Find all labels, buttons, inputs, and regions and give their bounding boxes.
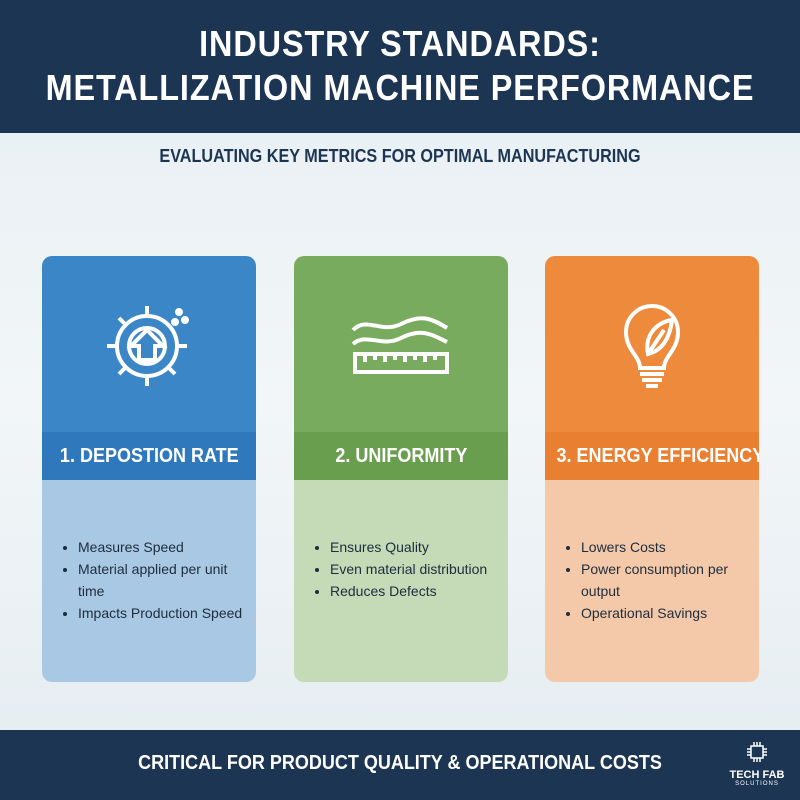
logo-name: TECH FAB [729,769,785,781]
logo: TECH FAB SOLUTIONS [722,740,792,787]
bullet: Lowers Costs [581,536,759,558]
footer-text: CRITICAL FOR PRODUCT QUALITY & OPERATION… [138,752,662,774]
card-bottom: Lowers Costs Power consumption per outpu… [545,480,759,682]
card: 3. ENERGY EFFICIENCY Lowers Costs Power … [545,256,759,682]
card-top [294,256,508,432]
bullet-list: Lowers Costs Power consumption per outpu… [545,536,759,624]
bullet: Impacts Production Speed [78,602,256,624]
bullet: Measures Speed [78,536,256,558]
card-bottom: Ensures Quality Even material distributi… [294,480,508,682]
gear-icon [107,306,189,386]
card-title: 2. UNIFORMITY [334,445,467,467]
card: 2. UNIFORMITY Ensures Quality Even mater… [294,256,508,682]
title-line: INDUSTRY STANDARDS: [199,23,601,64]
bullet: Material applied per unit time [78,558,256,602]
logo-sub: SOLUTIONS [735,781,779,787]
card-top [545,256,759,432]
bullet: Ensures Quality [330,536,508,558]
layers-icon [351,316,449,374]
card-title: 1. DEPOSTION RATE [59,445,239,467]
header: INDUSTRY STANDARDS: METALLIZATION MACHIN… [0,0,800,133]
bullet-list: Measures Speed Material applied per unit… [42,536,256,624]
card-top [42,256,256,432]
bullet: Power consumption per output [581,558,759,602]
footer: CRITICAL FOR PRODUCT QUALITY & OPERATION… [0,730,800,800]
card-title-band: 1. DEPOSTION RATE [42,432,256,480]
bullet: Operational Savings [581,602,759,624]
card: 1. DEPOSTION RATE Measures Speed Materia… [42,256,256,682]
chip-icon [747,742,767,762]
card-title-band: 3. ENERGY EFFICIENCY [545,432,759,480]
card-title: 3. ENERGY EFFICIENCY [556,445,759,467]
card-title-band: 2. UNIFORMITY [294,432,508,480]
bullet: Even material distribution [330,558,508,580]
bullet-list: Ensures Quality Even material distributi… [294,536,508,602]
card-bottom: Measures Speed Material applied per unit… [42,480,256,682]
bulb-icon [623,304,681,388]
subtitle: EVALUATING KEY METRICS FOR OPTIMAL MANUF… [159,146,641,166]
bullet: Reduces Defects [330,580,508,602]
title-line: METALLIZATION MACHINE PERFORMANCE [45,67,755,108]
